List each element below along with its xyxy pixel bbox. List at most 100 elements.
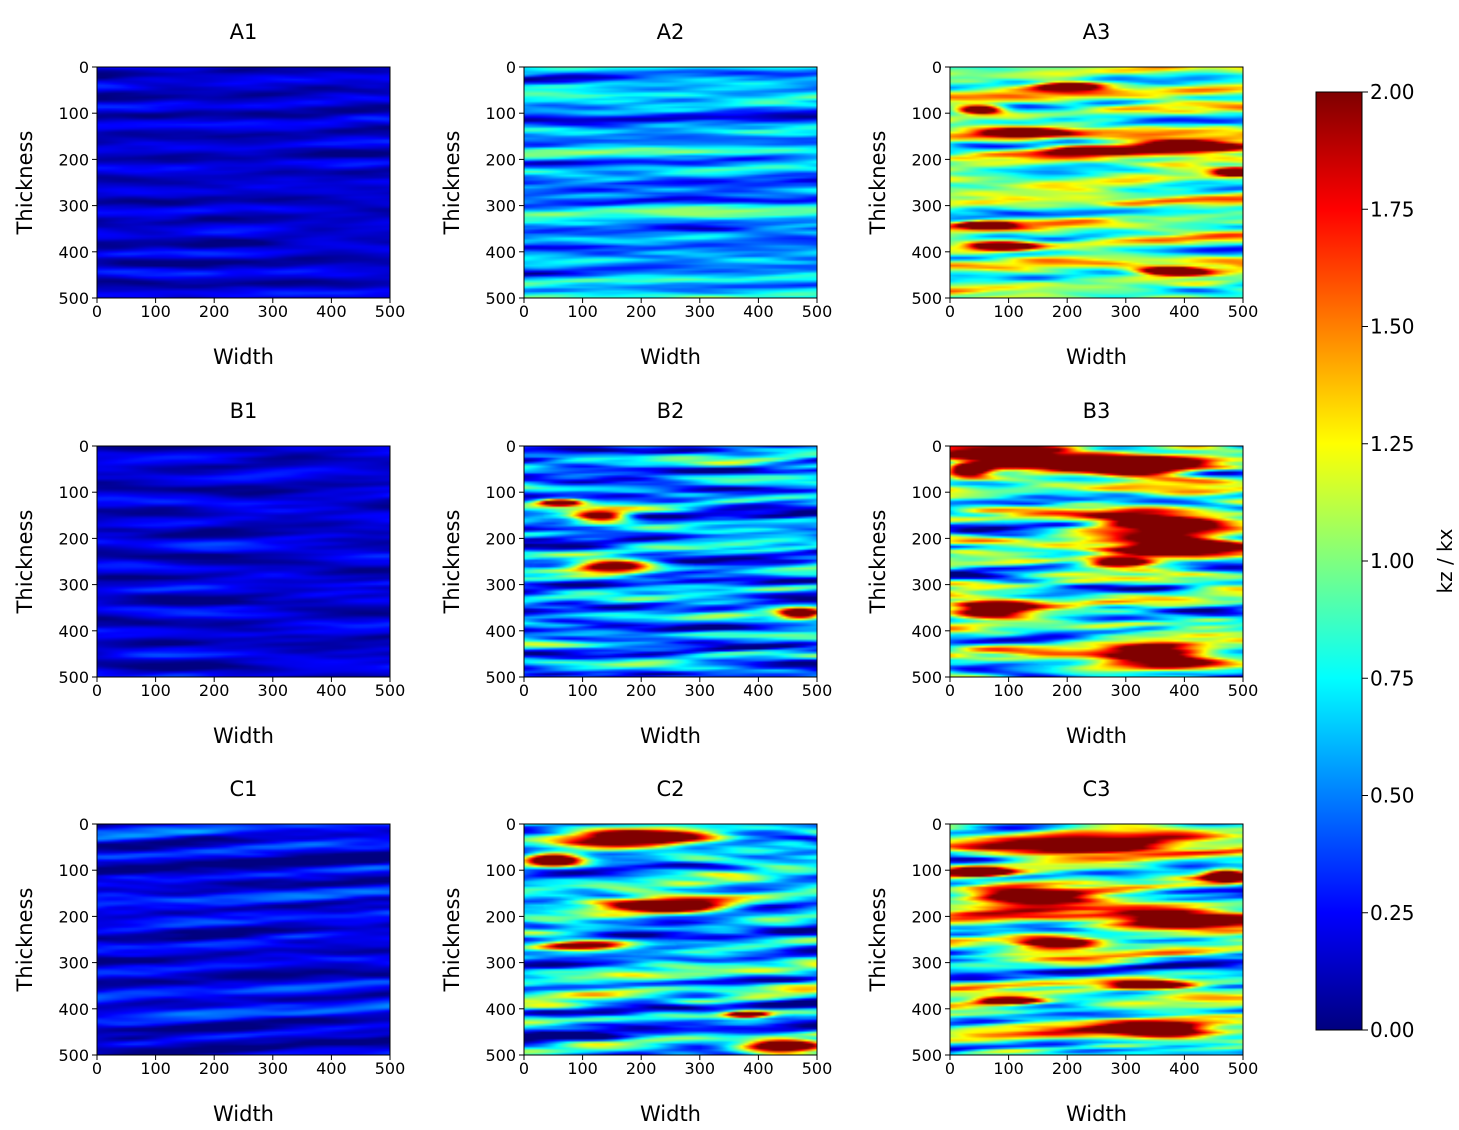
y-tick-label: 200: [58, 150, 89, 169]
y-tick-label: 200: [58, 529, 89, 548]
x-tick-label: 500: [1228, 681, 1259, 700]
y-tick-label: 300: [911, 576, 942, 595]
x-tick-label: 400: [316, 302, 347, 321]
x-tick-label: 400: [316, 1059, 347, 1078]
plot-frame: [96, 66, 391, 299]
y-tick-label: 200: [911, 529, 942, 548]
y-tick-label: 300: [58, 197, 89, 216]
panel-title: B3: [1083, 399, 1111, 423]
colorbar-tick-label: 0.75: [1370, 666, 1415, 690]
y-tick-label: 200: [58, 907, 89, 926]
x-axis-label: Width: [213, 1102, 274, 1126]
heatmap-image: [524, 446, 817, 677]
heatmap-image: [950, 67, 1243, 298]
x-tick-label: 0: [92, 302, 102, 321]
panel-title: A2: [657, 20, 685, 44]
y-tick-label: 400: [485, 1000, 516, 1019]
y-tick-label: 500: [485, 289, 516, 308]
colorbar-tick-label: 0.50: [1370, 784, 1415, 808]
heatmap-image: [950, 824, 1243, 1055]
y-tick-label: 300: [58, 954, 89, 973]
colorbar-label: kz / kx: [1433, 528, 1457, 593]
panel-title: C2: [656, 777, 684, 801]
panels: A10 100 200 300 400 5000100200300400500WidthT…: [13, 20, 1258, 1126]
x-tick-label: 100: [567, 1059, 598, 1078]
y-tick-label: 400: [485, 243, 516, 262]
x-tick-label: 200: [626, 1059, 657, 1078]
plot-frame: [523, 823, 818, 1056]
y-tick-label: 100: [485, 104, 516, 123]
panel-C1: C10 100 200 300 400 5000100200300400500WidthT…: [13, 777, 405, 1126]
y-tick-label: 0: [932, 58, 942, 77]
y-tick-label: 400: [58, 1000, 89, 1019]
x-tick-label: 500: [375, 302, 406, 321]
x-tick-label: 100: [140, 1059, 171, 1078]
y-tick-label: 400: [911, 243, 942, 262]
colorbar-tick-label: 0.25: [1370, 901, 1415, 925]
x-tick-label: 500: [802, 681, 833, 700]
x-axis-label: Width: [1066, 724, 1127, 748]
y-tick-label: 200: [485, 529, 516, 548]
x-tick-label: 200: [1052, 1059, 1083, 1078]
y-axis-label: Thickness: [13, 131, 37, 236]
y-axis-label: Thickness: [440, 510, 464, 615]
y-tick-label: 400: [911, 1000, 942, 1019]
x-tick-label: 400: [1169, 681, 1200, 700]
colorbar-tick-label: 0.00: [1370, 1018, 1415, 1042]
y-tick-label: 400: [911, 622, 942, 641]
panel-A1: A10 100 200 300 400 5000100200300400500WidthT…: [13, 20, 405, 369]
y-tick-label: 0: [506, 815, 516, 834]
y-axis-label: Thickness: [13, 888, 37, 993]
y-tick-label: 500: [58, 668, 89, 687]
x-tick-label: 500: [375, 681, 406, 700]
x-axis-label: Width: [640, 1102, 701, 1126]
x-tick-label: 100: [993, 1059, 1024, 1078]
x-tick-label: 300: [258, 302, 289, 321]
y-tick-label: 500: [485, 668, 516, 687]
x-tick-label: 300: [685, 1059, 716, 1078]
x-tick-label: 200: [199, 302, 230, 321]
plot-frame: [523, 66, 818, 299]
x-tick-label: 0: [92, 1059, 102, 1078]
y-tick-label: 100: [485, 861, 516, 880]
y-tick-label: 500: [911, 289, 942, 308]
y-axis-label: Thickness: [866, 510, 890, 615]
x-tick-label: 0: [945, 302, 955, 321]
heatmap-image: [524, 824, 817, 1055]
x-tick-label: 200: [1052, 302, 1083, 321]
y-tick-label: 300: [485, 197, 516, 216]
panel-title: C3: [1082, 777, 1110, 801]
y-tick-label: 200: [911, 907, 942, 926]
y-tick-label: 300: [485, 954, 516, 973]
y-tick-label: 300: [58, 576, 89, 595]
y-tick-label: 200: [485, 907, 516, 926]
y-tick-label: 300: [911, 197, 942, 216]
colorbar-tick-label: 1.75: [1370, 197, 1415, 221]
y-tick-label: 100: [485, 483, 516, 502]
x-tick-label: 200: [199, 1059, 230, 1078]
y-tick-label: 200: [911, 150, 942, 169]
panel-B3: B30 100 200 300 400 5000100200300400500WidthT…: [866, 399, 1258, 748]
y-axis-label: Thickness: [866, 131, 890, 236]
panel-B2: B20 100 200 300 400 5000100200300400500WidthT…: [440, 399, 832, 748]
panel-title: C1: [229, 777, 257, 801]
plot-frame: [949, 823, 1244, 1056]
x-tick-label: 100: [567, 681, 598, 700]
panel-C2: C20 100 200 300 400 5000100200300400500WidthT…: [440, 777, 832, 1126]
x-tick-label: 200: [626, 681, 657, 700]
colorbar-tick-label: 2.00: [1370, 80, 1415, 104]
y-tick-label: 0: [79, 437, 89, 456]
y-tick-label: 0: [932, 815, 942, 834]
x-tick-label: 200: [199, 681, 230, 700]
x-tick-label: 400: [743, 681, 774, 700]
y-tick-label: 0: [79, 58, 89, 77]
x-tick-label: 300: [1111, 1059, 1142, 1078]
y-axis-label: Thickness: [866, 888, 890, 993]
y-tick-label: 0: [506, 58, 516, 77]
colorbar-tick-label: 1.00: [1370, 549, 1415, 573]
y-tick-label: 100: [911, 483, 942, 502]
x-tick-label: 300: [258, 681, 289, 700]
heatmap-image: [97, 446, 390, 677]
y-tick-label: 500: [485, 1046, 516, 1065]
y-tick-label: 400: [485, 622, 516, 641]
